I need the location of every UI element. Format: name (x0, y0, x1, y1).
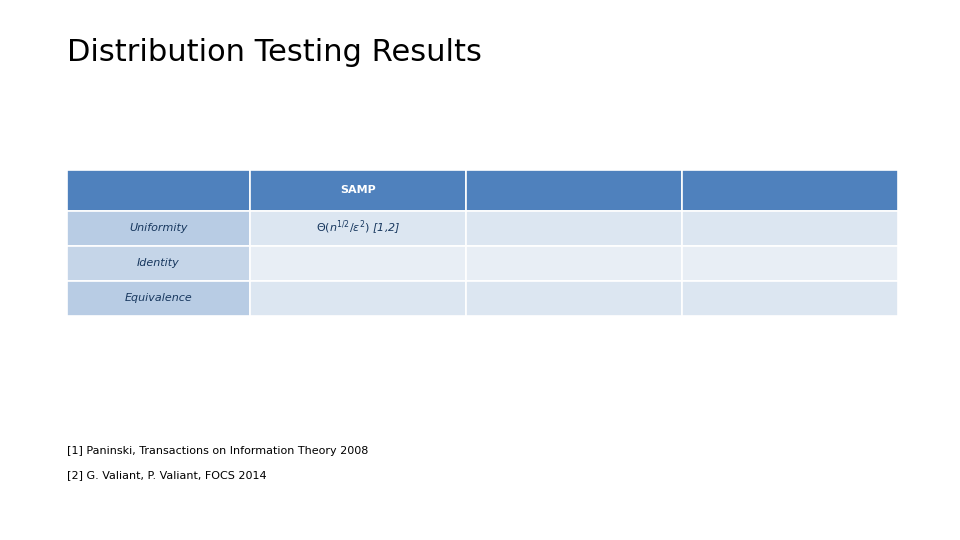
Text: Identity: Identity (137, 258, 180, 268)
Text: $\Theta(n^{1/2}/\varepsilon^2)$ [1,2]: $\Theta(n^{1/2}/\varepsilon^2)$ [1,2] (316, 219, 400, 238)
Text: Equivalence: Equivalence (125, 293, 192, 303)
Text: Uniformity: Uniformity (130, 223, 188, 233)
Text: [1] Paninski, Transactions on Information Theory 2008: [1] Paninski, Transactions on Informatio… (67, 446, 369, 456)
Text: [2] G. Valiant, P. Valiant, FOCS 2014: [2] G. Valiant, P. Valiant, FOCS 2014 (67, 470, 267, 480)
Text: SAMP: SAMP (340, 185, 375, 195)
Text: Distribution Testing Results: Distribution Testing Results (67, 38, 482, 67)
